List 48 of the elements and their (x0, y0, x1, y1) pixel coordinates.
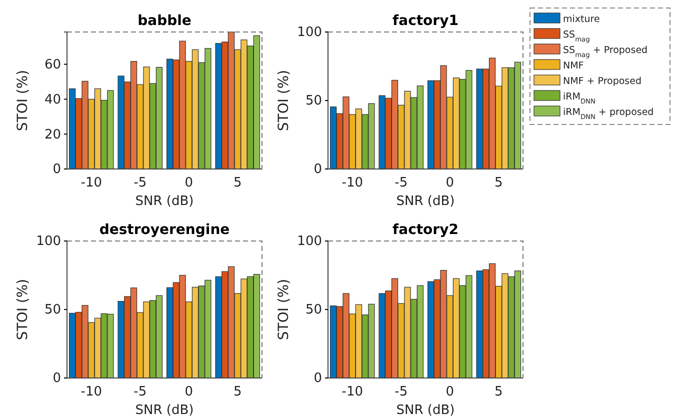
x-tick-label: 0 (446, 175, 454, 190)
x-axis-title: SNR (dB) (396, 403, 455, 418)
y-tick-label: 100 (36, 234, 61, 250)
chart-title: factory2 (392, 222, 458, 238)
y-tick-label: 50 (305, 302, 322, 318)
legend-label: iRM$_{DNN}$ + proposed (563, 107, 654, 121)
legend-label: SS$_{mag}$ (563, 30, 590, 44)
y-tick-label: 0 (52, 162, 61, 178)
legend-label: mixture (563, 14, 600, 25)
x-tick-label: -5 (134, 384, 147, 400)
x-tick-label: 5 (494, 384, 503, 400)
x-tick-label: 0 (446, 384, 454, 400)
y-axis-title: STOI (%) (276, 70, 292, 132)
chart-title: babble (138, 13, 192, 29)
x-axis-title: SNR (dB) (396, 194, 455, 209)
x-tick-label: -10 (80, 175, 102, 190)
y-tick-label: 100 (297, 234, 322, 250)
legend-label: NMF (563, 60, 584, 72)
y-tick-label: 0 (314, 371, 322, 386)
x-tick-label: 0 (184, 175, 194, 190)
chart-title: destroyerengine (99, 222, 230, 238)
x-tick-label: 5 (233, 175, 242, 190)
legend-label: SS$_{mag}$ + Proposed (563, 45, 648, 59)
legend-label: iRM$_{DNN}$ (563, 92, 596, 106)
y-tick-label: 50 (305, 94, 322, 109)
x-tick-label: -5 (394, 384, 408, 400)
y-axis-title: STOI (%) (276, 278, 292, 340)
y-tick-label: 50 (44, 302, 61, 318)
x-tick-label: -10 (80, 384, 102, 400)
y-tick-label: 40 (44, 92, 61, 108)
y-axis-title: STOI (%) (15, 70, 31, 132)
x-tick-label: 5 (494, 175, 503, 190)
x-axis-title: SNR (dB) (135, 403, 194, 418)
x-tick-label: 5 (233, 384, 242, 400)
chart-title: factory1 (392, 13, 458, 29)
y-tick-label: 0 (314, 162, 322, 178)
y-axis-title: STOI (%) (15, 278, 31, 340)
x-axis-title: SNR (dB) (135, 194, 194, 209)
y-tick-label: 0 (52, 371, 61, 386)
x-tick-label: -5 (134, 175, 147, 190)
x-tick-label: 0 (184, 384, 194, 400)
x-tick-label: -5 (394, 175, 408, 190)
y-tick-label: 60 (44, 57, 61, 72)
x-tick-label: -10 (342, 384, 363, 400)
legend-label: NMF + Proposed (563, 76, 642, 87)
y-tick-label: 20 (44, 127, 61, 142)
x-tick-label: -10 (342, 175, 363, 190)
y-tick-label: 100 (297, 25, 322, 40)
